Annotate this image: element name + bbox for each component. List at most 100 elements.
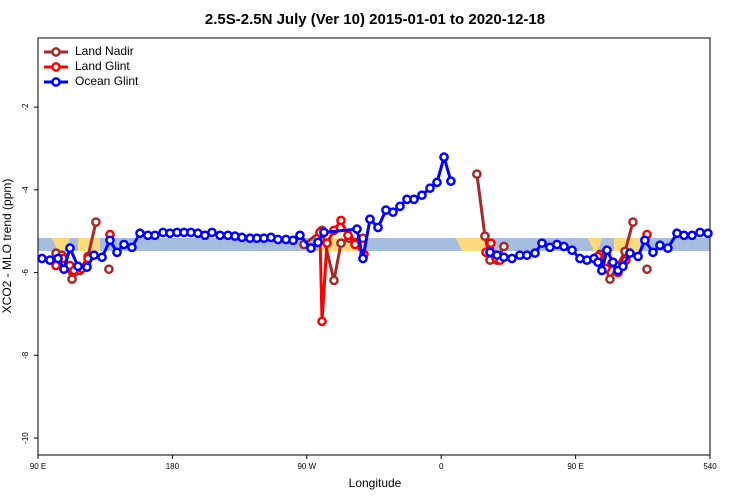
- point: [119, 239, 129, 250]
- point: [486, 238, 496, 249]
- point: [288, 235, 298, 246]
- y-tick-label: -10: [21, 432, 30, 444]
- point: [640, 235, 650, 246]
- x-tick-label: 90 E: [30, 462, 46, 471]
- y-tick-label: -2: [21, 103, 30, 111]
- point: [112, 247, 122, 258]
- point: [472, 169, 482, 179]
- point: [499, 252, 509, 263]
- y-tick-label: -4: [21, 186, 30, 194]
- point: [67, 274, 77, 285]
- point: [89, 250, 99, 261]
- x-tick-label: 180: [166, 462, 180, 471]
- point: [522, 250, 532, 261]
- x-tick-label: 0: [439, 462, 444, 471]
- x-tick-label: 90 W: [297, 462, 316, 471]
- point: [317, 316, 327, 327]
- point: [439, 152, 449, 162]
- land-patch: [78, 238, 100, 251]
- land-patch: [588, 238, 602, 251]
- point: [135, 228, 145, 239]
- land-patch: [456, 238, 488, 251]
- point: [45, 255, 55, 266]
- point: [329, 275, 339, 286]
- point: [642, 264, 652, 275]
- point: [336, 215, 346, 226]
- point: [409, 194, 419, 205]
- point: [425, 183, 435, 194]
- legend-marker: [51, 47, 61, 57]
- legend-marker: [51, 62, 61, 72]
- point: [127, 242, 137, 253]
- series-line: [56, 174, 647, 280]
- point: [313, 237, 323, 248]
- chart-title: 2.5S-2.5N July (Ver 10) 2015-01-01 to 20…: [205, 11, 545, 28]
- point: [507, 253, 517, 264]
- y-tick-label: -8: [21, 351, 30, 359]
- point: [350, 239, 360, 250]
- point: [358, 253, 368, 264]
- point: [432, 177, 442, 188]
- point: [73, 261, 83, 272]
- point: [480, 231, 490, 242]
- x-tick-label: 90 E: [567, 462, 583, 471]
- point: [105, 235, 115, 246]
- point: [567, 245, 577, 256]
- point: [663, 243, 673, 254]
- legend-label: Land Glint: [75, 59, 130, 73]
- point: [602, 245, 612, 256]
- point: [446, 176, 456, 186]
- point: [306, 243, 316, 254]
- point: [537, 238, 547, 249]
- point: [215, 230, 225, 241]
- y-axis-label: XCO2 - MLO trend (ppm): [0, 179, 14, 314]
- point: [319, 227, 329, 238]
- point: [703, 228, 713, 239]
- point: [53, 253, 63, 264]
- point: [608, 257, 618, 268]
- point: [150, 230, 160, 241]
- point: [530, 248, 540, 258]
- point: [679, 230, 689, 241]
- point: [295, 230, 305, 241]
- y-tick-label: -6: [21, 268, 30, 276]
- point: [59, 264, 69, 275]
- point: [597, 265, 607, 276]
- point: [65, 243, 75, 254]
- legend-marker: [51, 77, 61, 87]
- point: [648, 247, 658, 258]
- point: [343, 230, 353, 241]
- point: [365, 214, 375, 225]
- point: [605, 274, 615, 285]
- point: [91, 217, 101, 227]
- point: [499, 241, 509, 252]
- point: [388, 207, 398, 218]
- point: [593, 257, 603, 268]
- point: [273, 234, 283, 245]
- point: [207, 227, 217, 238]
- point: [695, 227, 705, 238]
- point: [322, 238, 332, 249]
- x-axis-label: Longitude: [349, 476, 402, 490]
- legend-label: Land Nadir: [75, 44, 134, 58]
- point: [104, 264, 114, 275]
- x-tick-label: 540: [703, 462, 717, 471]
- point: [625, 248, 635, 258]
- point: [82, 262, 92, 273]
- point: [336, 238, 346, 249]
- point: [37, 253, 47, 264]
- point: [395, 201, 405, 212]
- point: [655, 240, 665, 251]
- point: [417, 190, 427, 201]
- point: [373, 222, 383, 233]
- point: [628, 217, 638, 227]
- point: [687, 230, 697, 241]
- point: [633, 251, 643, 262]
- point: [618, 261, 628, 272]
- point: [559, 241, 569, 252]
- point: [352, 224, 362, 234]
- point: [237, 232, 247, 243]
- plot-frame: [37, 37, 711, 456]
